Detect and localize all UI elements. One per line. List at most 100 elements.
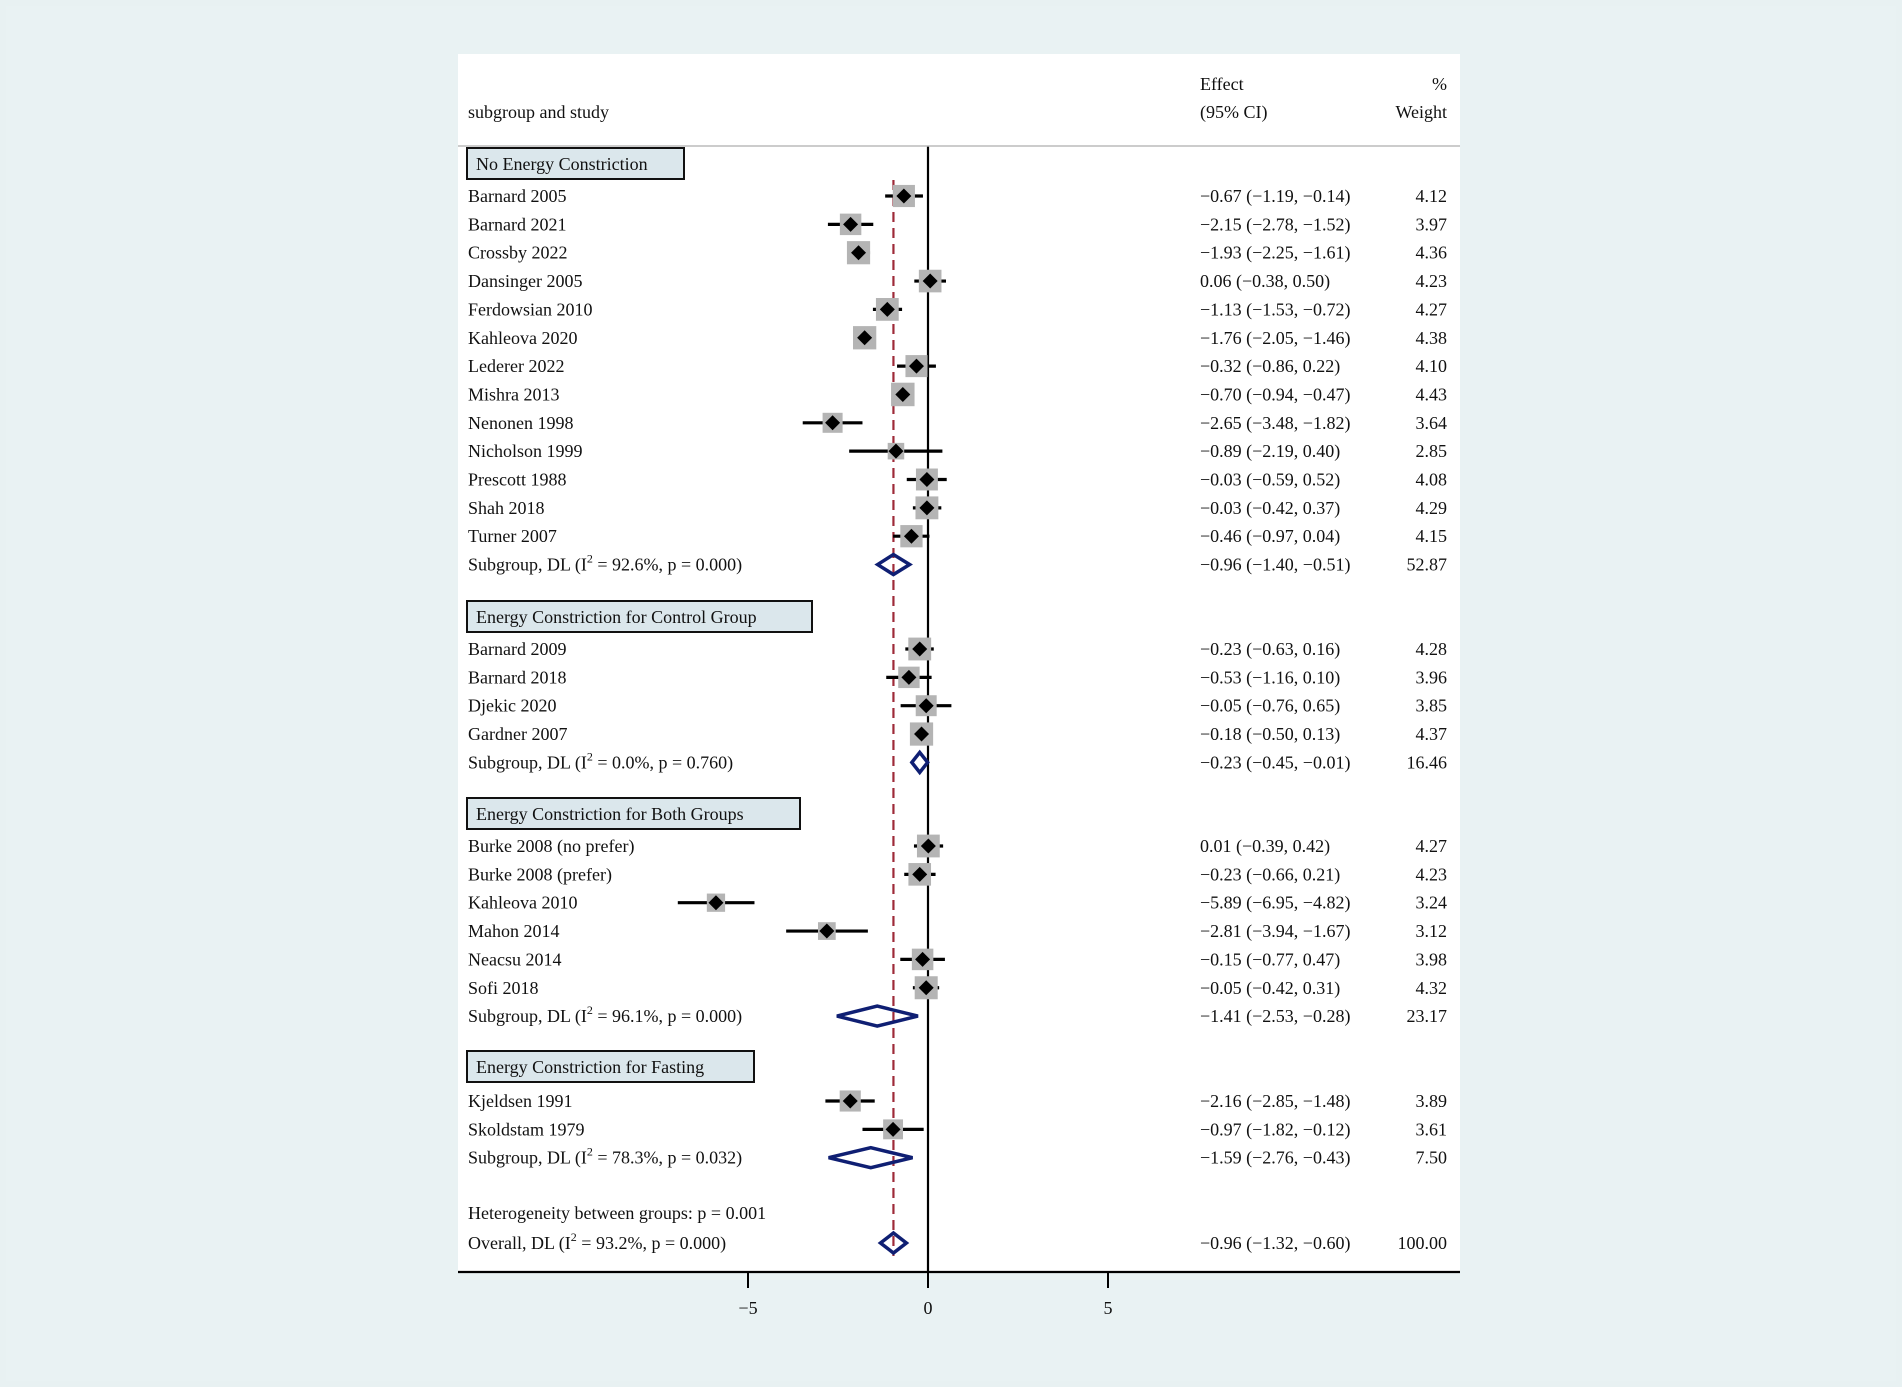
subgroup-label: Energy Constriction for Fasting xyxy=(476,1057,704,1077)
study-point-estimate xyxy=(842,1093,858,1109)
study-effect-ci: −0.46 (−0.97, 0.04) xyxy=(1200,526,1340,547)
subgroup-effect-ci: −0.23 (−0.45, −0.01) xyxy=(1200,752,1350,773)
study-effect-ci: −0.18 (−0.50, 0.13) xyxy=(1200,724,1340,745)
study-weight: 4.12 xyxy=(1416,186,1448,206)
x-tick-label: −5 xyxy=(738,1298,757,1318)
study-name: Skoldstam 1979 xyxy=(468,1119,585,1139)
subgroup-summary-label: Subgroup, DL (I2 = 0.0%, p = 0.760) xyxy=(468,749,733,773)
study-weight: 4.28 xyxy=(1416,639,1448,659)
study-name: Barnard 2005 xyxy=(468,186,566,206)
header-weight-label: Weight xyxy=(1395,102,1447,122)
study-effect-ci: −2.15 (−2.78, −1.52) xyxy=(1200,214,1350,235)
study-point-estimate xyxy=(912,866,928,882)
study-weight: 4.37 xyxy=(1416,724,1448,744)
study-name: Prescott 1988 xyxy=(468,470,567,490)
study-effect-ci: −0.89 (−2.19, 0.40) xyxy=(1200,441,1340,462)
study-name: Barnard 2009 xyxy=(468,639,566,659)
subgroup-weight: 16.46 xyxy=(1407,752,1448,772)
study-effect-ci: −1.76 (−2.05, −1.46) xyxy=(1200,328,1350,349)
subgroup-diamond xyxy=(874,552,913,577)
study-weight: 4.29 xyxy=(1416,498,1448,518)
study-point-estimate xyxy=(901,669,917,685)
study-effect-ci: −1.13 (−1.53, −0.72) xyxy=(1200,299,1350,320)
subgroup-effect-ci: −1.59 (−2.76, −0.43) xyxy=(1200,1148,1350,1169)
subgroup-label: Energy Constriction for Both Groups xyxy=(476,804,744,824)
study-name: Kahleova 2020 xyxy=(468,328,577,348)
subgroup-weight: 52.87 xyxy=(1407,555,1448,575)
study-weight: 3.24 xyxy=(1416,893,1448,913)
study-point-estimate xyxy=(915,951,931,967)
study-weight: 4.10 xyxy=(1416,356,1448,376)
subgroup-label-box xyxy=(466,600,813,633)
study-name: Neacsu 2014 xyxy=(468,949,561,969)
study-name: Gardner 2007 xyxy=(468,724,567,744)
study-point-estimate xyxy=(708,895,724,911)
study-weight: 4.23 xyxy=(1416,271,1448,291)
study-name: Barnard 2021 xyxy=(468,214,566,234)
subgroup-summary-label: Subgroup, DL (I2 = 96.1%, p = 0.000) xyxy=(468,1003,742,1027)
study-point-estimate xyxy=(918,980,934,996)
study-point-estimate xyxy=(825,415,841,431)
study-effect-ci: −0.03 (−0.42, 0.37) xyxy=(1200,498,1340,519)
study-weight: 4.15 xyxy=(1416,526,1448,546)
study-point-estimate xyxy=(896,188,912,204)
study-point-estimate xyxy=(888,443,904,459)
study-point-estimate xyxy=(879,301,895,317)
study-point-estimate xyxy=(912,641,928,657)
subgroup-label-box xyxy=(466,797,801,830)
study-effect-ci: −0.70 (−0.94, −0.47) xyxy=(1200,384,1350,405)
study-effect-ci: −0.03 (−0.59, 0.52) xyxy=(1200,470,1340,491)
subgroup-summary-label: Subgroup, DL (I2 = 92.6%, p = 0.000) xyxy=(468,552,742,576)
study-name: Burke 2008 (no prefer) xyxy=(468,836,634,857)
study-name: Shah 2018 xyxy=(468,498,545,518)
study-name: Kjeldsen 1991 xyxy=(468,1091,572,1111)
study-effect-ci: −0.67 (−1.19, −0.14) xyxy=(1200,186,1350,207)
study-effect-ci: −5.89 (−6.95, −4.82) xyxy=(1200,893,1350,914)
study-effect-ci: −0.05 (−0.42, 0.31) xyxy=(1200,978,1340,999)
overall-effect-ci: −0.96 (−1.32, −0.60) xyxy=(1200,1233,1350,1254)
overall-summary-label: Overall, DL (I2 = 93.2%, p = 0.000) xyxy=(468,1230,726,1254)
study-weight: 4.43 xyxy=(1416,384,1448,404)
header-ci-label: (95% CI) xyxy=(1200,102,1267,123)
study-weight: 4.27 xyxy=(1416,836,1448,856)
header-weight-pct-label: % xyxy=(1432,74,1447,94)
study-effect-ci: −0.32 (−0.86, 0.22) xyxy=(1200,356,1340,377)
study-weight: 4.32 xyxy=(1416,978,1448,998)
study-weight: 4.36 xyxy=(1416,243,1448,263)
study-effect-ci: 0.06 (−0.38, 0.50) xyxy=(1200,271,1330,292)
overall-diamond xyxy=(877,1230,910,1256)
study-effect-ci: −0.15 (−0.77, 0.47) xyxy=(1200,949,1340,970)
study-point-estimate xyxy=(851,245,867,261)
study-effect-ci: −2.16 (−2.85, −1.48) xyxy=(1200,1091,1350,1112)
study-effect-ci: −0.53 (−1.16, 0.10) xyxy=(1200,667,1340,688)
study-point-estimate xyxy=(919,500,935,516)
subgroup-effect-ci: −0.96 (−1.40, −0.51) xyxy=(1200,555,1350,576)
overall-weight: 100.00 xyxy=(1398,1233,1448,1253)
study-name: Mishra 2013 xyxy=(468,384,560,404)
study-effect-ci: −0.05 (−0.76, 0.65) xyxy=(1200,696,1340,717)
study-name: Ferdowsian 2010 xyxy=(468,299,593,319)
study-name: Sofi 2018 xyxy=(468,978,539,998)
study-effect-ci: −0.23 (−0.66, 0.21) xyxy=(1200,864,1340,885)
study-weight: 3.64 xyxy=(1416,413,1448,433)
study-effect-ci: −1.93 (−2.25, −1.61) xyxy=(1200,243,1350,264)
study-name: Mahon 2014 xyxy=(468,921,560,941)
study-effect-ci: −0.23 (−0.63, 0.16) xyxy=(1200,639,1340,660)
subgroup-label-box xyxy=(466,1050,755,1083)
x-tick-label: 0 xyxy=(924,1298,933,1318)
study-weight: 4.38 xyxy=(1416,328,1448,348)
study-name: Lederer 2022 xyxy=(468,356,564,376)
study-point-estimate xyxy=(922,273,938,289)
study-weight: 2.85 xyxy=(1416,441,1448,461)
study-weight: 3.89 xyxy=(1416,1091,1448,1111)
subgroup-effect-ci: −1.41 (−2.53, −0.28) xyxy=(1200,1006,1350,1027)
study-name: Turner 2007 xyxy=(468,526,557,546)
study-weight: 4.08 xyxy=(1416,470,1448,490)
subgroup-weight: 7.50 xyxy=(1416,1148,1448,1168)
study-weight: 3.61 xyxy=(1416,1119,1448,1139)
header-effect-label: Effect xyxy=(1200,74,1244,94)
subgroup-diamond xyxy=(909,749,930,776)
study-effect-ci: 0.01 (−0.39, 0.42) xyxy=(1200,836,1330,857)
